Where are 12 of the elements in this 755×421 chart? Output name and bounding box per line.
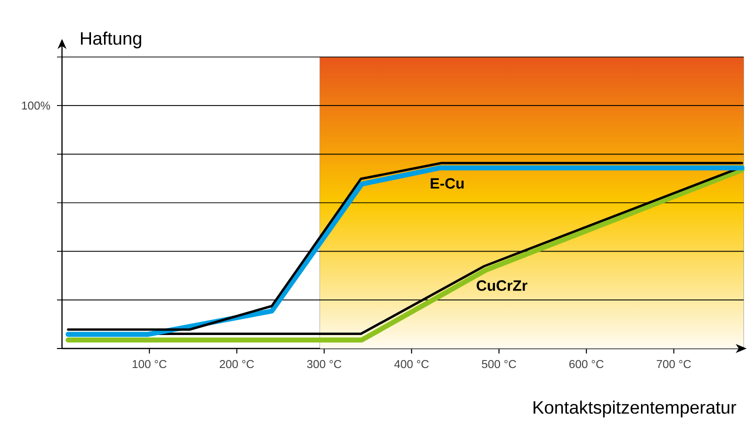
x-tick-label: 500 °C — [482, 360, 516, 368]
x-tick-label: 700 °C — [656, 360, 691, 368]
x-tick-label: 600 °C — [569, 360, 604, 368]
x-axis-title: Kontaktspitzentemperatur — [534, 400, 736, 418]
series-label: E-Cu — [430, 178, 464, 189]
x-tick-label: 200 °C — [220, 360, 254, 368]
x-tick-label: 400 °C — [394, 360, 429, 368]
text: Haftung — [80, 32, 142, 48]
x-tick-label: 100 °C — [132, 360, 167, 368]
text: 100% — [22, 102, 50, 110]
x-tick-label: 300 °C — [307, 360, 342, 368]
series-label: CuCrZr — [476, 280, 528, 291]
